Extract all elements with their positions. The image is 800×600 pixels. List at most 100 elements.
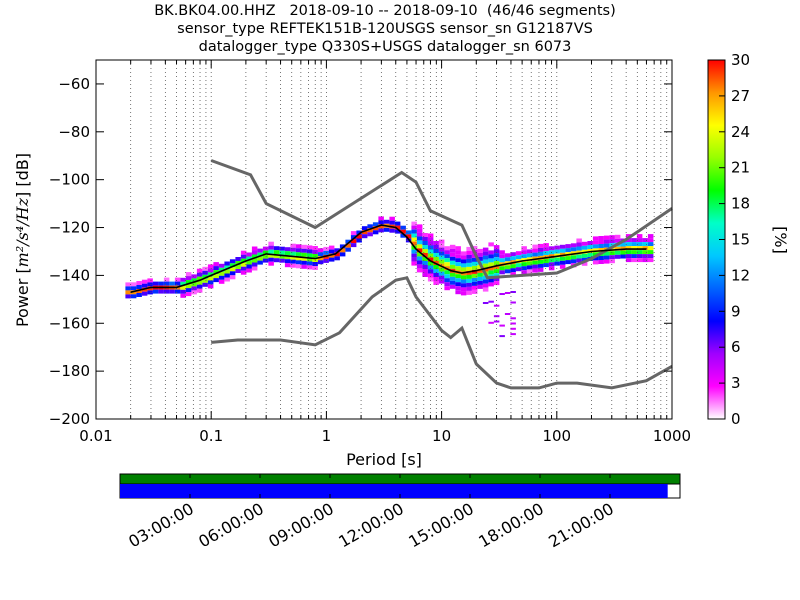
heatmap-cell: [306, 249, 313, 254]
heatmap-cell: [631, 246, 637, 251]
heatmap-cell: [526, 253, 533, 258]
heatmap-cell: [163, 281, 170, 286]
heatmap-cell: [482, 287, 489, 292]
heatmap-cell: [268, 249, 274, 254]
heatmap-cell: [427, 257, 434, 262]
heatmap-cell: [306, 257, 313, 262]
heatmap-cell: [372, 222, 379, 227]
heatmap-cell: [444, 254, 450, 259]
heatmap-cell: [565, 260, 571, 265]
heatmap-cell: [532, 264, 538, 269]
heatmap-cell: [257, 256, 263, 261]
heatmap-cell: [202, 274, 208, 279]
heatmap-cell: [444, 258, 450, 263]
heatmap-cell: [477, 252, 483, 257]
heatmap-cell: [521, 246, 527, 251]
heatmap-cell: [466, 282, 472, 287]
heatmap-cell: [185, 272, 192, 277]
heatmap-cell: [625, 238, 632, 243]
heatmap-cell: [565, 256, 571, 261]
heatmap-cell: [422, 261, 428, 265]
heatmap-cell: [367, 224, 373, 229]
heatmap-cell: [460, 287, 467, 292]
heatmap-cell: [477, 256, 483, 261]
heatmap-cell: [185, 284, 192, 289]
heatmap-cell: [499, 258, 505, 263]
heatmap-cell: [262, 258, 269, 263]
heatmap-cell: [301, 260, 307, 265]
heatmap-cell: [350, 235, 357, 240]
heatmap-cell: [202, 266, 208, 271]
median-line: [130, 224, 647, 293]
heatmap-cell: [449, 284, 456, 289]
heatmap-cell: [350, 239, 357, 244]
colorbar-tick-label: 24: [731, 123, 750, 141]
heatmap-cell: [416, 268, 423, 273]
heatmap-cell: [592, 240, 599, 245]
heatmap-cell: [603, 239, 610, 244]
heatmap-cell: [218, 263, 225, 268]
heatmap-cell: [185, 288, 192, 293]
axis-layer: 0.01 0.1 1 10 100 1000 −200 −180 −160 −140 −120 −10…: [49, 60, 691, 445]
heatmap-cell: [262, 254, 269, 259]
heatmap-cell: [202, 282, 208, 287]
heatmap-cell: [482, 283, 489, 288]
heatmap-cell: [196, 280, 203, 285]
heatmap-cell: [521, 254, 527, 259]
heatmap-cell: [229, 275, 236, 280]
heatmap-cell: [268, 241, 274, 246]
heatmap-cell: [543, 263, 549, 268]
heatmap-cell: [460, 279, 467, 284]
heatmap-cell: [224, 261, 230, 266]
heatmap-cell: [422, 269, 428, 273]
heatmap-cell: [279, 250, 285, 255]
y-tick-label: −100: [49, 171, 90, 189]
heatmap-cell: [422, 249, 428, 253]
heatmap-cell: [631, 250, 637, 255]
heatmap-cell: [455, 250, 461, 255]
heatmap-cell: [625, 250, 632, 255]
heatmap-cell: [251, 266, 258, 271]
heatmap-cell: [559, 260, 566, 265]
heatmap-cell: [235, 265, 241, 269]
heatmap-cell: [438, 279, 445, 284]
heatmap-cell: [240, 270, 247, 275]
heatmap-cell: [422, 273, 428, 277]
heatmap-cell: [262, 250, 269, 255]
heatmap-cell: [345, 239, 351, 244]
heatmap-cell: [295, 256, 302, 261]
noise-model-line: [211, 276, 673, 390]
heatmap-cell: [235, 269, 241, 273]
heatmap-cell: [416, 236, 423, 241]
heatmap-cell: [576, 246, 582, 251]
heatmap-cell: [427, 237, 434, 242]
heatmap-cell: [493, 320, 500, 323]
y-axis-label: Power [m²/s⁴/Hz] [dB]: [13, 153, 32, 327]
heatmap-cell: [213, 266, 219, 271]
heatmap-cell: [444, 286, 450, 291]
colorbar-axis: 0 3 6 9 12 15 18 21 24 27 30: [719, 51, 750, 428]
heatmap-cell: [466, 278, 472, 283]
heatmap-cell: [642, 254, 648, 259]
heatmap-cell: [477, 284, 483, 289]
heatmap-cell: [488, 250, 494, 255]
time-tick-label: 15:00:00: [405, 499, 477, 551]
heatmap-cell: [191, 290, 197, 295]
heatmap-cell: [488, 321, 494, 324]
heatmap-cell: [636, 254, 643, 259]
heatmap-cell: [482, 263, 489, 268]
heatmap-cell: [592, 248, 599, 253]
heatmap-cell: [493, 261, 500, 266]
heatmap-cell: [526, 269, 533, 274]
heatmap-cell: [620, 246, 626, 251]
heatmap-cell: [411, 249, 417, 254]
heatmap-cell: [147, 290, 153, 295]
time-tick-label: 21:00:00: [545, 499, 617, 551]
heatmap-cell: [647, 254, 654, 259]
heatmap-cell: [570, 255, 577, 260]
heatmap-cell: [609, 243, 615, 248]
heatmap-cell: [460, 255, 467, 260]
heatmap-cell: [510, 291, 516, 293]
heatmap-cell: [196, 288, 203, 293]
heatmap-cell: [466, 266, 472, 271]
